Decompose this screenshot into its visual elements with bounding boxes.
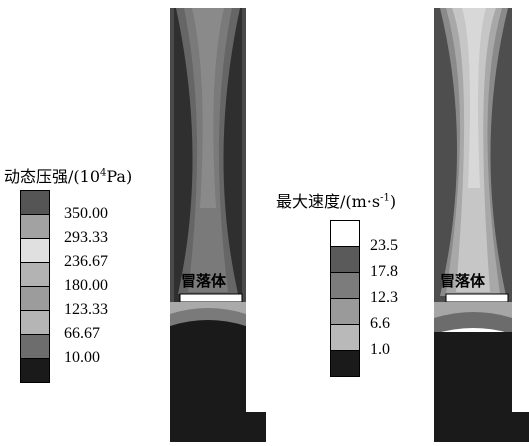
- legend-tick-label: 350.00: [64, 205, 108, 222]
- pressure-legend: 350.00 293.33 236.67 180.00 123.33 66.67 10.00: [20, 190, 160, 390]
- legend-swatch: [20, 214, 50, 239]
- legend-tick-label: 66.67: [64, 325, 100, 342]
- legend-tick-label: 180.00: [64, 277, 108, 294]
- legend-swatch: [20, 310, 50, 335]
- collapse-body-label-right: 冒落体: [440, 272, 486, 290]
- legend-swatch: [20, 358, 50, 383]
- pressure-field-plot: [170, 8, 270, 442]
- pressure-legend-title: 动态压强/(104Pa): [4, 163, 132, 187]
- legend-tick-label: 123.33: [64, 301, 108, 318]
- legend-swatch: [330, 246, 360, 273]
- pressure-legend-title-prefix: 动态压强/(10: [4, 167, 100, 186]
- legend-tick-label: 236.67: [64, 253, 108, 270]
- pressure-legend-title-suffix: Pa): [106, 167, 133, 186]
- velocity-legend-title-prefix: 最大速度/(m·s: [276, 192, 381, 211]
- legend-tick-label: 17.8: [370, 263, 398, 280]
- legend-swatch: [20, 334, 50, 359]
- velocity-legend-title-suffix: ): [389, 192, 397, 211]
- legend-swatch: [20, 238, 50, 263]
- pressure-legend-title-sup: 4: [100, 167, 107, 179]
- velocity-field-graphic: [434, 8, 529, 442]
- legend-swatch: [20, 286, 50, 311]
- legend-swatch: [20, 190, 50, 215]
- legend-swatch: [330, 272, 360, 299]
- legend-swatch: [330, 220, 360, 247]
- legend-swatch: [330, 324, 360, 351]
- legend-swatch: [330, 350, 360, 377]
- legend-tick-label: 293.33: [64, 229, 108, 246]
- legend-tick-label: 6.6: [370, 315, 390, 332]
- legend-tick-label: 23.5: [370, 237, 398, 254]
- legend-tick-label: 1.0: [370, 341, 390, 358]
- legend-tick-label: 10.00: [64, 349, 100, 366]
- velocity-legend: 23.5 17.8 12.3 6.6 1.0: [330, 220, 440, 385]
- legend-swatch: [20, 262, 50, 287]
- velocity-field-plot: [434, 8, 529, 442]
- pressure-field-graphic: [170, 8, 266, 442]
- velocity-legend-title-sup: -1: [380, 192, 390, 204]
- collapse-body-label-left: 冒落体: [181, 272, 227, 290]
- velocity-legend-title: 最大速度/(m·s-1): [276, 188, 396, 212]
- legend-tick-label: 12.3: [370, 289, 398, 306]
- legend-swatch: [330, 298, 360, 325]
